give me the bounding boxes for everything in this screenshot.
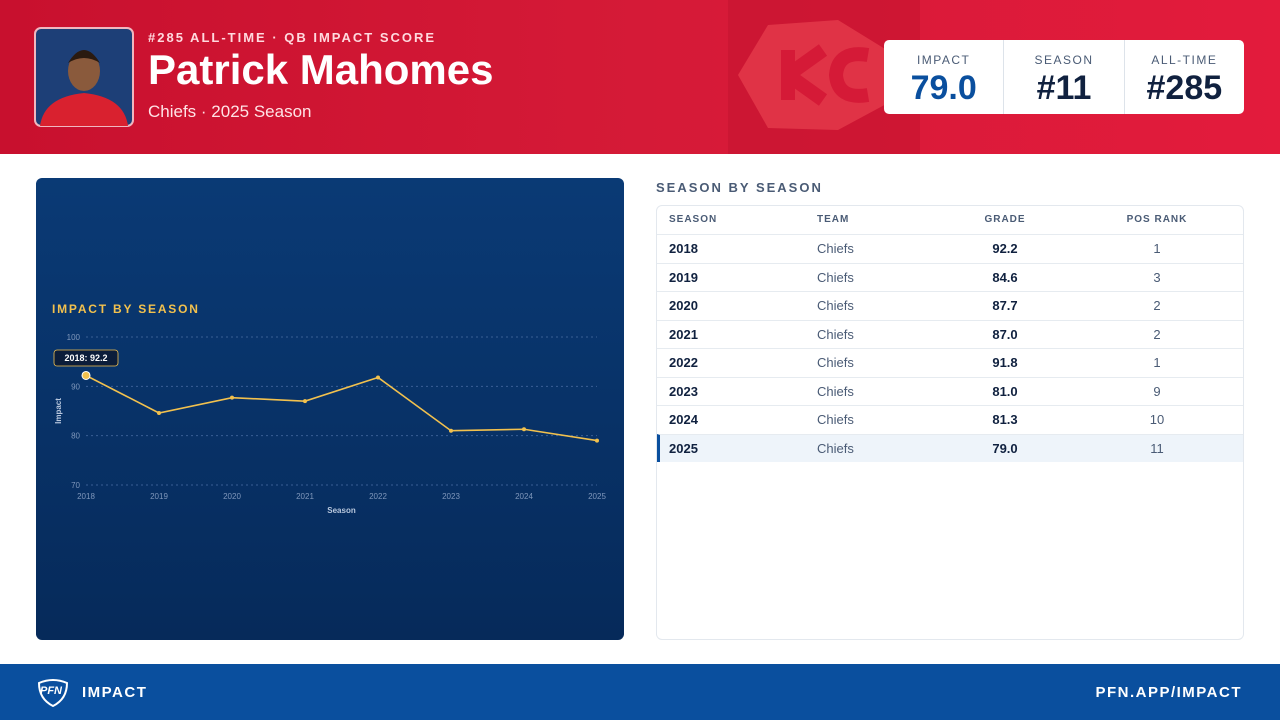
y-tick-label: 80 [71,432,80,441]
subtitle: Chiefs · 2025 Season [148,102,312,121]
point [230,395,234,400]
point [449,428,453,433]
cell: Chiefs [817,241,854,256]
row [657,319,1243,349]
point [157,410,161,415]
x-tick-label: 2018 [77,492,95,501]
column-header: POS RANK [1126,214,1188,225]
stat-label: SEASON [1034,53,1094,67]
column-header: SEASON [669,214,718,225]
cell: 2023 [669,383,698,399]
cell: 2022 [669,355,698,370]
x-tick-label: 2025 [588,492,606,501]
cell: 2 [1153,326,1161,342]
cell: 2020 [669,298,698,313]
stats: IMPACT 79.0 SEASON #11 ALL-TIME #285 [884,40,1244,114]
cell: Chiefs [817,298,854,313]
header: #285 ALL-TIME · QB IMPACT SCORE Patrick … [0,0,1280,154]
stat: SEASON #11 [1004,40,1125,114]
cell: 2021 [669,326,698,342]
cell: 2024 [669,412,698,427]
cell: 10 [1149,412,1165,427]
footer-brand: IMPACT [82,684,148,701]
x-tick-label: 2024 [515,492,533,501]
cell: 91.8 [992,355,1018,370]
x-tick-label: 2023 [442,492,460,501]
point [303,399,307,404]
cell: 2025 [669,440,698,456]
row [657,348,1243,377]
y-tick-label: 90 [71,382,80,391]
footer-logo-mark [37,679,69,707]
x-tick-label: 2019 [150,492,168,501]
row [657,376,1243,406]
cell: 81.3 [992,412,1018,427]
cell: Chiefs [817,269,854,285]
chart-panel [36,178,624,640]
x-axis-label: Season [327,506,356,515]
cell: Chiefs [817,412,854,427]
cell: 2018 [669,241,698,256]
cell: 87.0 [992,326,1018,342]
player-photo [34,27,134,127]
x-tick-label: 2022 [369,492,387,501]
annotation: 2018: 92.2 [64,353,107,363]
cell: 81.0 [992,383,1018,399]
x-tick-label: 2021 [296,492,314,501]
stat-value: 79.0 [910,69,977,107]
cell: 92.2 [992,241,1018,256]
row [657,433,1243,462]
kicker: #285 ALL-TIME · QB IMPACT SCORE [148,30,437,45]
stat-label: ALL-TIME [1151,53,1218,67]
cell: Chiefs [817,326,854,342]
cell: 11 [1150,440,1164,456]
row [657,291,1243,320]
x-tick-label: 2020 [223,492,241,501]
column-header: TEAM [817,214,850,225]
cell: 1 [1153,241,1161,256]
chart-title: IMPACT BY SEASON [52,302,200,316]
stat: ALL-TIME #285 [1125,40,1244,114]
stat: IMPACT 79.0 [884,40,1005,114]
annotation-box [53,349,119,367]
stat-value: #285 [1146,69,1223,107]
y-tick-label: 100 [67,333,81,342]
cell: 9 [1153,383,1161,399]
footer-logo: PFN [40,685,62,697]
player-name: Patrick Mahomes [148,46,494,93]
cell: 2 [1153,298,1161,313]
cell: 3 [1153,269,1161,285]
point [522,427,526,432]
row [657,262,1243,292]
y-tick-label: 70 [71,481,80,490]
footer: PFN IMPACT PFN.APP/IMPACT [0,664,1280,720]
cell: Chiefs [817,355,854,370]
cell: Chiefs [817,383,854,399]
cell: 87.7 [992,298,1018,313]
column-header: GRADE [984,214,1026,225]
point [81,370,91,380]
table-title: SEASON BY SEASON [656,180,823,195]
footer-url: PFN.APP/IMPACT [1095,684,1242,701]
y-axis-label: Impact [54,398,63,424]
row [657,405,1243,434]
cell: 1 [1153,355,1161,370]
point [376,375,380,380]
stat-label: IMPACT [916,53,971,67]
point [595,438,599,443]
line [85,374,598,442]
stat-value: #11 [1036,69,1092,107]
cell: 2019 [669,269,698,285]
cell: 84.6 [992,269,1018,285]
cell: Chiefs [817,440,854,456]
cell: 79.0 [992,440,1018,456]
table: SEASON TEAM GRADE POS RANK 2018 Chiefs 92.2 1 20… [656,205,1244,640]
row [657,234,1243,263]
chart: IMPACT BY SEASON 70 80 90 100 Impact Season 201… [52,302,606,515]
